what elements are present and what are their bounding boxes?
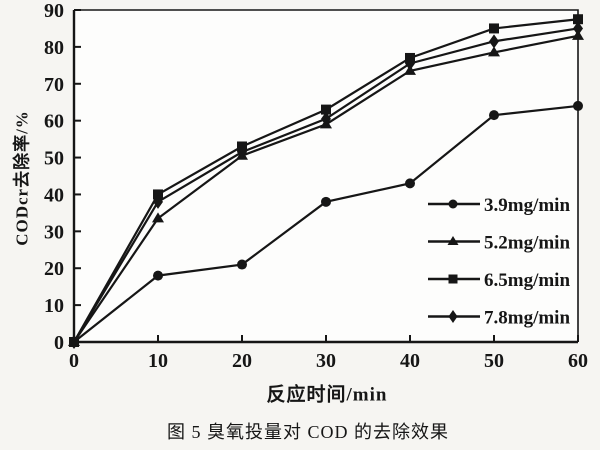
y-tick-label: 90: [44, 0, 64, 22]
x-tick-label: 60: [568, 350, 588, 372]
y-tick-label: 30: [44, 221, 64, 243]
figure-caption: 图 5 臭氧投量对 COD 的去除效果: [166, 422, 450, 442]
y-tick-label: 10: [44, 295, 64, 317]
x-tick-label: 30: [316, 350, 336, 372]
y-tick-label: 80: [44, 37, 64, 59]
y-tick-label: 70: [44, 74, 64, 96]
y-tick-label: 60: [44, 111, 64, 133]
y-tick-label: 20: [44, 258, 64, 280]
series-3-marker-diamond: [69, 335, 79, 349]
series-0-marker-circle: [573, 100, 583, 111]
series-3-marker-diamond: [489, 34, 499, 49]
y-axis-title: CODcr去除率/%: [12, 110, 32, 246]
series-3-marker-diamond: [321, 111, 331, 126]
x-tick-label: 40: [400, 350, 420, 372]
series-0-marker-circle: [405, 178, 415, 189]
legend-label: 6.5mg/min: [484, 270, 570, 291]
legend-marker-triangle: [447, 236, 459, 245]
series-1-marker-triangle: [152, 212, 164, 223]
legend-label: 5.2mg/min: [484, 233, 570, 254]
legend-marker-square: [448, 274, 458, 284]
series-0-marker-circle: [489, 110, 499, 121]
series-2-marker-square: [153, 189, 163, 200]
series-2-marker-square: [489, 23, 499, 34]
y-tick-label: 50: [44, 148, 64, 170]
x-tick-label: 50: [484, 350, 504, 372]
plot-area: [74, 10, 578, 342]
series-3-marker-diamond: [153, 194, 163, 209]
x-tick-label: 20: [232, 350, 252, 372]
x-axis-title: 反应时间/min: [266, 384, 388, 406]
y-tick-label: 40: [44, 184, 64, 206]
series-3-marker-diamond: [405, 56, 415, 71]
legend-marker-diamond: [448, 310, 458, 323]
series-2-marker-square: [573, 14, 583, 25]
y-tick-label: 0: [54, 332, 64, 354]
legend-label: 3.9mg/min: [484, 195, 570, 216]
plot-border-top-right: [74, 9, 579, 342]
legend-marker-circle: [448, 199, 458, 209]
series-3-marker-diamond: [573, 21, 583, 36]
legend-label: 7.8mg/min: [484, 308, 570, 329]
series-3-marker-diamond: [237, 145, 247, 160]
series-0-marker-circle: [237, 259, 247, 270]
x-tick-label: 10: [148, 350, 168, 372]
series-0-marker-circle: [321, 196, 331, 207]
series-0-marker-circle: [153, 270, 163, 281]
x-tick-label: 0: [69, 350, 79, 372]
series-1-marker-triangle: [488, 46, 500, 57]
series-2-marker-square: [321, 104, 331, 115]
